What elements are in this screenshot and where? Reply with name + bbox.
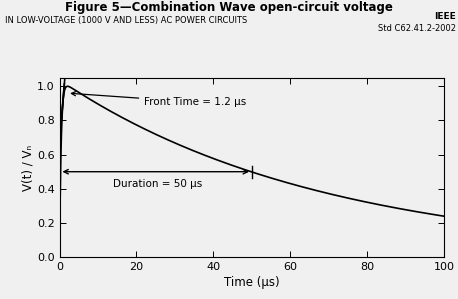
Text: Duration = 50 μs: Duration = 50 μs [114, 179, 202, 189]
X-axis label: Time (μs): Time (μs) [224, 276, 280, 289]
Y-axis label: V(t) / Vₙ: V(t) / Vₙ [21, 144, 34, 190]
Text: IEEE: IEEE [434, 12, 456, 21]
Text: Front Time = 1.2 μs: Front Time = 1.2 μs [71, 91, 246, 107]
Text: Figure 5—Combination Wave open-circuit voltage: Figure 5—Combination Wave open-circuit v… [65, 1, 393, 14]
Text: Std C62.41.2-2002: Std C62.41.2-2002 [378, 24, 456, 33]
Text: IN LOW-VOLTAGE (1000 V AND LESS) AC POWER CIRCUITS: IN LOW-VOLTAGE (1000 V AND LESS) AC POWE… [5, 16, 247, 25]
